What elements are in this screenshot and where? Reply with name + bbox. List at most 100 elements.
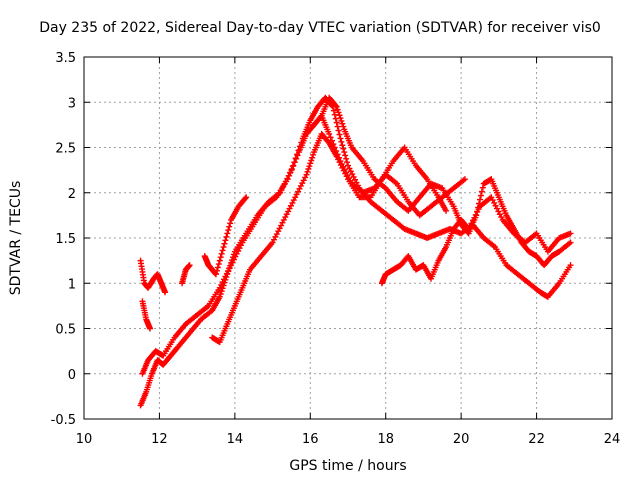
data-point bbox=[215, 261, 222, 268]
data-point bbox=[333, 119, 340, 126]
data-point bbox=[287, 169, 294, 176]
x-axis-ticks: 10 12 14 16 18 20 22 24 bbox=[76, 57, 621, 447]
series-track-1 bbox=[137, 94, 574, 409]
data-point bbox=[327, 134, 334, 141]
data-point bbox=[218, 288, 225, 295]
data-point bbox=[477, 192, 484, 199]
y-axis-label: SDTVAR / TECUs bbox=[8, 181, 24, 296]
series-track-4 bbox=[318, 94, 574, 269]
data-point bbox=[344, 159, 351, 166]
data-point bbox=[216, 257, 223, 264]
data-point bbox=[338, 138, 345, 145]
data-point bbox=[226, 223, 233, 230]
data-point bbox=[186, 262, 193, 269]
data-point bbox=[213, 271, 219, 278]
x-tick-label: 20 bbox=[453, 432, 470, 447]
data-point bbox=[334, 106, 341, 113]
data-point bbox=[343, 155, 350, 162]
data-point bbox=[242, 195, 249, 202]
data-point bbox=[219, 247, 226, 254]
data-point bbox=[309, 154, 316, 161]
x-tick-label: 16 bbox=[302, 432, 319, 447]
data-point bbox=[335, 109, 342, 116]
x-tick-label: 24 bbox=[604, 432, 621, 447]
data-point bbox=[227, 220, 234, 227]
data-point bbox=[224, 230, 231, 237]
data-point bbox=[335, 127, 342, 134]
data-point bbox=[243, 194, 250, 201]
data-point bbox=[567, 230, 574, 237]
data-point bbox=[336, 131, 343, 138]
data-point bbox=[477, 196, 483, 203]
data-point bbox=[222, 237, 229, 244]
data-point bbox=[306, 163, 313, 170]
data-point bbox=[334, 123, 341, 130]
data-point bbox=[293, 155, 300, 162]
data-point bbox=[310, 151, 317, 158]
y-tick-label: 2 bbox=[68, 187, 76, 202]
data-point bbox=[330, 107, 337, 114]
data-point bbox=[567, 239, 574, 246]
data-point bbox=[214, 264, 221, 271]
data-point bbox=[304, 168, 311, 175]
data-point bbox=[162, 289, 169, 296]
data-point bbox=[336, 112, 343, 119]
data-point bbox=[223, 233, 230, 240]
data-point bbox=[225, 227, 232, 234]
data-point bbox=[339, 142, 346, 149]
data-point bbox=[342, 152, 349, 159]
data-point bbox=[333, 103, 340, 110]
data-point bbox=[213, 267, 220, 274]
plot-frame bbox=[83, 56, 613, 420]
series-track-6 bbox=[137, 194, 250, 332]
y-tick-label: 1.5 bbox=[55, 232, 76, 247]
y-tick-label: 0 bbox=[68, 368, 76, 383]
data-point bbox=[340, 145, 347, 152]
data-point bbox=[220, 244, 227, 251]
y-axis-ticks: -0.5 0 0.5 1 1.5 2 2.5 3 3.5 bbox=[51, 51, 612, 428]
data-point bbox=[218, 250, 225, 257]
data-point bbox=[217, 254, 224, 261]
data-point bbox=[337, 115, 344, 122]
data-point bbox=[303, 171, 310, 178]
x-tick-label: 18 bbox=[377, 432, 394, 447]
data-point bbox=[284, 176, 291, 183]
data-point bbox=[291, 159, 298, 166]
data-point bbox=[305, 165, 312, 172]
data-point bbox=[341, 149, 348, 156]
y-tick-label: 0.5 bbox=[55, 323, 76, 338]
data-point bbox=[567, 262, 574, 269]
x-tick-label: 22 bbox=[528, 432, 545, 447]
data-point bbox=[147, 325, 153, 332]
data-point bbox=[308, 157, 315, 164]
data-point bbox=[326, 130, 333, 137]
y-tick-label: -0.5 bbox=[51, 413, 76, 428]
data-point bbox=[290, 162, 297, 169]
data-point bbox=[294, 152, 301, 159]
y-tick-label: 3 bbox=[68, 96, 76, 111]
x-tick-label: 14 bbox=[227, 432, 244, 447]
data-point bbox=[288, 165, 295, 172]
data-point bbox=[479, 184, 486, 191]
data-point bbox=[339, 120, 346, 127]
y-tick-label: 2.5 bbox=[55, 142, 76, 157]
y-tick-label: 1 bbox=[68, 277, 76, 292]
chart-title: Day 235 of 2022, Sidereal Day-to-day VTE… bbox=[39, 20, 601, 36]
series-track-3 bbox=[209, 130, 450, 346]
data-point bbox=[337, 135, 344, 142]
data-point bbox=[340, 123, 347, 130]
data-point bbox=[217, 290, 224, 297]
data-point bbox=[307, 160, 314, 167]
data-point bbox=[478, 188, 485, 195]
data-point bbox=[286, 172, 293, 179]
data-points bbox=[137, 94, 574, 409]
data-point bbox=[443, 207, 450, 214]
series-track-5 bbox=[378, 194, 574, 287]
x-axis-label: GPS time / hours bbox=[289, 458, 406, 474]
data-point bbox=[221, 240, 228, 247]
x-tick-label: 10 bbox=[76, 432, 93, 447]
data-point bbox=[338, 117, 345, 124]
y-tick-label: 3.5 bbox=[55, 51, 76, 66]
data-point bbox=[216, 293, 223, 300]
